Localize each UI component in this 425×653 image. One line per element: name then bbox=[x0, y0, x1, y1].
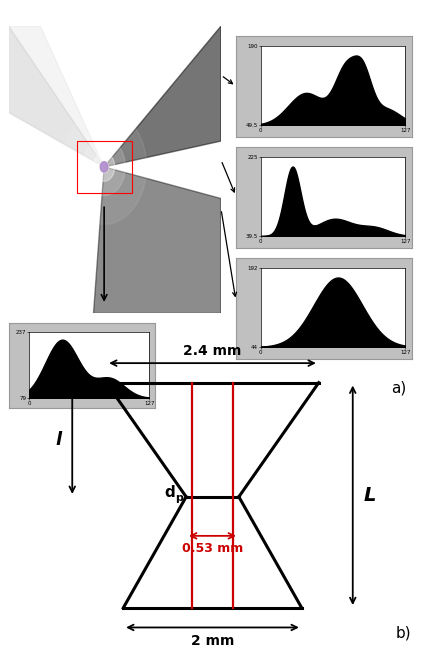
Polygon shape bbox=[100, 161, 108, 172]
Text: 2 mm: 2 mm bbox=[191, 634, 234, 648]
Bar bbox=[76, 141, 132, 193]
Text: L: L bbox=[363, 486, 376, 505]
Polygon shape bbox=[8, 26, 104, 167]
Text: 2.4 mm: 2.4 mm bbox=[183, 343, 242, 358]
Polygon shape bbox=[94, 153, 115, 182]
Polygon shape bbox=[104, 26, 221, 167]
Text: b): b) bbox=[395, 626, 411, 641]
Polygon shape bbox=[62, 110, 147, 225]
Polygon shape bbox=[94, 167, 221, 313]
Text: a): a) bbox=[391, 381, 406, 396]
Text: l: l bbox=[56, 431, 62, 449]
Text: p: p bbox=[175, 493, 183, 503]
Polygon shape bbox=[83, 138, 125, 196]
Polygon shape bbox=[8, 26, 104, 167]
Polygon shape bbox=[100, 162, 108, 172]
Text: d: d bbox=[165, 485, 176, 500]
Polygon shape bbox=[8, 26, 104, 167]
Text: 0.53 mm: 0.53 mm bbox=[182, 543, 243, 556]
